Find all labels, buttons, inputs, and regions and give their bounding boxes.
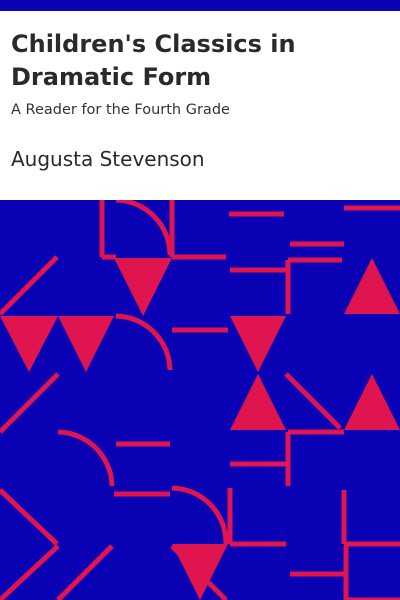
decorative-pattern	[0, 200, 400, 600]
top-color-bar	[0, 0, 400, 11]
top-bar-shape	[0, 0, 400, 11]
geometric-pattern-art	[0, 200, 400, 600]
book-title: Children's Classics in Dramatic Form	[11, 30, 296, 91]
book-subtitle: A Reader for the Fourth Grade	[11, 102, 230, 118]
book-author: Augusta Stevenson	[11, 147, 205, 171]
